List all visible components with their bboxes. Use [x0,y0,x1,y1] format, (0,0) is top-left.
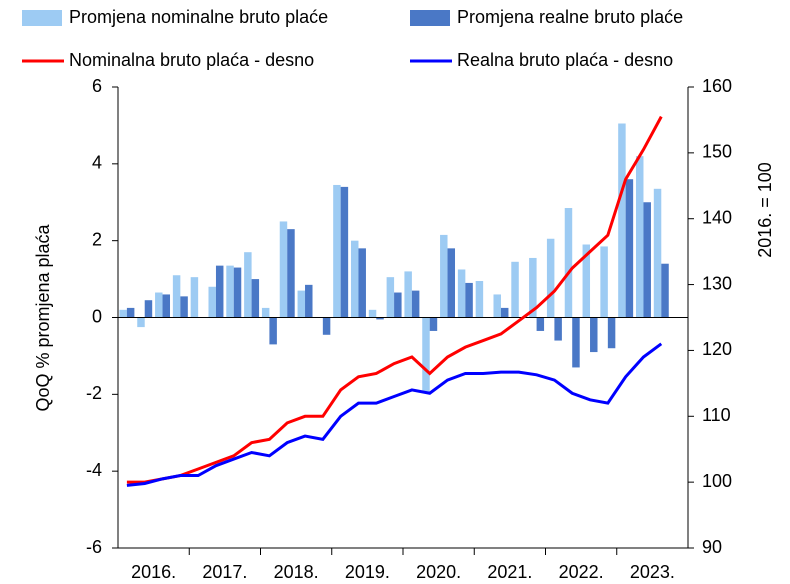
bar [172,275,181,318]
bar [233,267,242,318]
bar [269,317,277,345]
y-tick-label: 6 [92,76,102,96]
bar [244,252,252,318]
bar [404,271,412,318]
x-tick-label: 2018. [274,562,319,582]
y2-tick-label: 100 [702,471,732,491]
bar [394,292,402,318]
bar [607,317,616,349]
y-tick-label: -4 [86,460,102,480]
bar [358,248,366,318]
bar [653,188,662,318]
bar [155,292,163,318]
y-tick-label: 2 [92,229,102,249]
line [126,115,663,484]
bar [297,290,306,318]
bar [440,234,448,318]
bar [322,317,331,335]
bar [305,284,313,318]
y-tick-label: -6 [86,537,102,557]
bar [126,307,135,318]
y2-axis-title: 2016. = 100 [755,162,775,258]
x-tick-label: 2016. [131,562,176,582]
bar [500,307,509,318]
y-tick-label: 0 [92,306,102,326]
legend-swatch [22,10,62,26]
bar [475,281,484,318]
x-tick-label: 2023. [630,562,675,582]
bar [554,317,562,341]
bar [511,261,519,318]
legend-label: Realna bruto plaća - desno [457,50,673,70]
bar [333,184,341,318]
y2-tick-label: 140 [702,207,732,227]
bar [215,265,224,318]
bar [350,240,359,318]
y2-tick-label: 120 [702,339,732,359]
x-tick-label: 2022. [559,562,604,582]
y2-tick-label: 110 [702,405,731,425]
bar [536,317,545,331]
bar [137,317,145,328]
y-tick-label: -2 [86,383,102,403]
y2-tick-label: 160 [702,76,732,96]
bar [261,307,270,318]
bar [529,257,537,318]
bar [429,317,438,331]
bar [386,277,395,318]
legend-label: Promjena nominalne bruto plaće [69,7,328,27]
bar [618,123,626,318]
x-tick-label: 2019. [345,562,390,582]
bar [340,186,349,318]
x-tick-label: 2020. [416,562,461,582]
bar [572,317,580,368]
bar [411,290,420,318]
bar [582,244,591,318]
bar [144,300,153,318]
bar [251,279,260,318]
line [126,342,663,487]
bar [590,317,598,353]
bar [180,296,188,318]
y-tick-label: 4 [92,153,102,173]
bar [625,179,634,318]
bar [564,208,573,318]
y2-tick-label: 150 [702,142,732,162]
bar [457,269,466,318]
bar [190,277,199,318]
x-tick-label: 2017. [202,562,247,582]
bar [465,282,473,318]
bar [422,317,430,393]
legend-swatch [410,10,450,26]
bar [287,229,295,318]
bar [493,294,501,318]
legend-label: Promjena realne bruto plaće [457,7,683,27]
bar [635,156,644,318]
y2-tick-label: 130 [702,273,732,293]
bar [447,248,456,318]
bar [368,309,377,318]
bar [600,246,608,318]
bar [119,309,127,318]
bar [661,263,669,318]
y-axis-title: QoQ % promjena plaća [33,223,53,411]
bar [208,286,216,318]
bar [279,221,288,318]
bar [643,202,651,318]
legend-label: Nominalna bruto plaća - desno [69,50,314,70]
x-tick-label: 2021. [487,562,532,582]
bar [376,317,384,320]
bar [162,294,171,318]
y2-tick-label: 90 [702,537,722,557]
bar [546,238,555,318]
bar [226,265,234,318]
